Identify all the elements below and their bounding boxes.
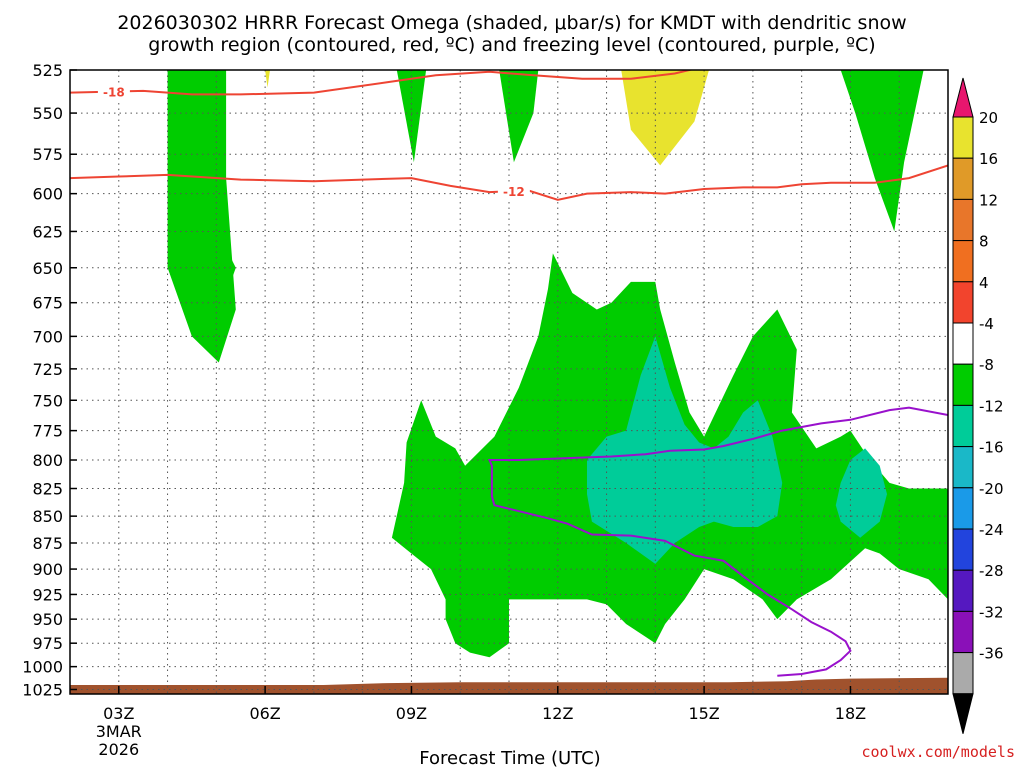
y-tick-label-1025: 1025 — [22, 680, 63, 699]
colorbar-label-7: -12 — [979, 397, 1004, 415]
plot-frame — [69, 69, 949, 695]
dgz-isotherm-label-1: -12 — [503, 185, 525, 199]
colorbar-bin-12 — [952, 610, 974, 654]
y-tick-label-675: 675 — [32, 294, 63, 313]
y-tick-label-625: 625 — [32, 222, 63, 241]
y-tick-label-550: 550 — [32, 104, 63, 123]
plot-area — [70, 70, 948, 694]
y-tick-label-825: 825 — [32, 480, 63, 499]
colorbar-bin-10 — [952, 528, 974, 571]
colorbar-bin-6 — [952, 363, 974, 406]
y-tick-label-925: 925 — [32, 585, 63, 604]
colorbar-bin-9 — [952, 487, 974, 530]
y-tick-label-875: 875 — [32, 534, 63, 553]
omega-region-6 — [840, 70, 924, 232]
y-tick-label-725: 725 — [32, 360, 63, 379]
omega-region-4 — [621, 70, 709, 166]
y-tick-label-650: 650 — [32, 259, 63, 278]
terrain — [70, 677, 948, 694]
x-tick-label-6: 06Z — [249, 704, 280, 723]
colorbar-top-arrow — [952, 77, 974, 118]
colorbar-label-13: -36 — [979, 645, 1004, 663]
y-axis: 525 550 575 600 625 650 675 700 725 750 775 800 825 8… — [22, 61, 77, 699]
colorbar-label-4: 4 — [979, 274, 989, 292]
colorbar-bin-7 — [952, 404, 974, 448]
dgz-isotherms: -18 -12 — [70, 70, 948, 201]
colorbar-label-2: 12 — [979, 191, 998, 209]
colorbar-label-8: -16 — [979, 439, 1004, 457]
x-tick-year: 2026 — [98, 740, 139, 759]
x-tick-label-9: 09Z — [396, 704, 427, 723]
colorbar-bin-11 — [952, 569, 974, 612]
colorbar-label-11: -28 — [979, 562, 1004, 580]
y-tick-label-750: 750 — [32, 391, 63, 410]
chart-title-line2: growth region (contoured, red, ºC) and f… — [148, 34, 875, 56]
colorbar-bin-2 — [952, 198, 974, 242]
y-tick-label-1000: 1000 — [22, 658, 63, 677]
colorbar-bin-5 — [952, 322, 974, 365]
y-tick-label-525: 525 — [32, 61, 63, 80]
colorbar-label-10: -24 — [979, 521, 1004, 539]
colorbar: 20 16 12 8 4 -4 -8 -12 -16 -20 -24 -28 -32 -36 — [952, 77, 1004, 734]
colorbar-bin-4 — [952, 281, 974, 324]
freezing-level-polyline — [488, 406, 948, 677]
colorbar-label-6: -8 — [979, 356, 994, 374]
chart-title-line1: 2026030302 HRRR Forecast Omega (shaded, … — [117, 12, 906, 34]
y-tick-label-800: 800 — [32, 451, 63, 470]
y-tick-label-575: 575 — [32, 145, 63, 164]
x-tick-label-12: 12Z — [542, 704, 573, 723]
y-tick-label-700: 700 — [32, 327, 63, 346]
colorbar-bin-3 — [952, 240, 974, 283]
omega-region-2 — [396, 70, 427, 163]
y-tick-label-900: 900 — [32, 560, 63, 579]
dgz-isotherm-line-0 — [70, 70, 694, 96]
y-tick-label-950: 950 — [32, 610, 63, 629]
omega-region-5 — [265, 70, 270, 88]
x-tick-label-15: 15Z — [688, 704, 719, 723]
colorbar-label-0: 20 — [979, 109, 998, 127]
colorbar-label-1: 16 — [979, 150, 998, 168]
x-tick-label-3: 03Z — [103, 704, 134, 723]
x-tick-date: 3MAR — [96, 722, 142, 741]
colorbar-label-9: -20 — [979, 480, 1004, 498]
colorbar-label-5: -4 — [979, 315, 994, 333]
colorbar-bin-8 — [952, 446, 974, 489]
x-tick-label-18: 18Z — [835, 704, 866, 723]
colorbar-bottom-arrow — [952, 693, 974, 734]
freezing-level-line — [488, 406, 948, 677]
gridlines — [70, 69, 948, 694]
y-tick-label-975: 975 — [32, 634, 63, 653]
colorbar-label-3: 8 — [979, 233, 989, 251]
colorbar-bin-13 — [952, 652, 974, 695]
x-axis-label: Forecast Time (UTC) — [419, 748, 600, 768]
colorbar-bin-1 — [952, 157, 974, 200]
omega-region-9 — [835, 448, 887, 538]
y-tick-label-850: 850 — [32, 507, 63, 526]
y-tick-label-775: 775 — [32, 422, 63, 441]
colorbar-bin-0 — [952, 116, 974, 159]
dgz-isotherm-line-1 — [70, 164, 948, 201]
dgz-isotherm-label-0: -18 — [103, 86, 125, 100]
dgz-label-bg-1 — [497, 184, 530, 200]
dgz-label-bg-0 — [97, 84, 130, 100]
omega-region-1 — [167, 70, 236, 363]
y-tick-label-600: 600 — [32, 185, 63, 204]
colorbar-label-12: -32 — [979, 603, 1004, 621]
credit-text: coolwx.com/models — [861, 743, 1015, 761]
